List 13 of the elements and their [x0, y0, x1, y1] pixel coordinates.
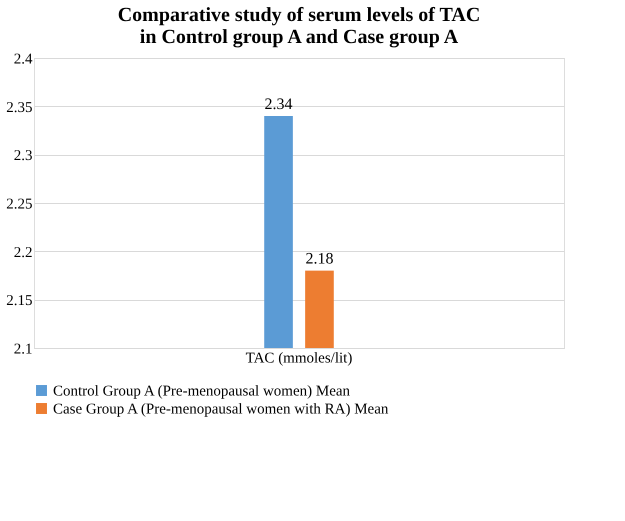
y-tick-label: 2.3	[14, 148, 32, 164]
y-tick-label: 2.4	[14, 52, 33, 68]
chart-title: Comparative study of serum levels of TAC in Control group A and Case group A	[118, 4, 480, 48]
data-label: 2.18	[305, 250, 334, 268]
data-label: 2.34	[264, 96, 293, 113]
y-tick-label: 2.35	[6, 100, 32, 116]
y-tick-label: 2.15	[6, 293, 32, 310]
legend-label: Control Group A (Pre-menopausal women) Mean	[53, 384, 351, 400]
y-tick-label: 2.2	[14, 244, 32, 261]
y-tick-label: 2.1	[14, 342, 32, 358]
legend-label: Case Group A (Pre-menopausal women with RA) Mean	[53, 402, 389, 418]
y-tick-label: 2.25	[6, 196, 32, 212]
x-tick-label: TAC (mmoles/lit)	[246, 350, 352, 366]
